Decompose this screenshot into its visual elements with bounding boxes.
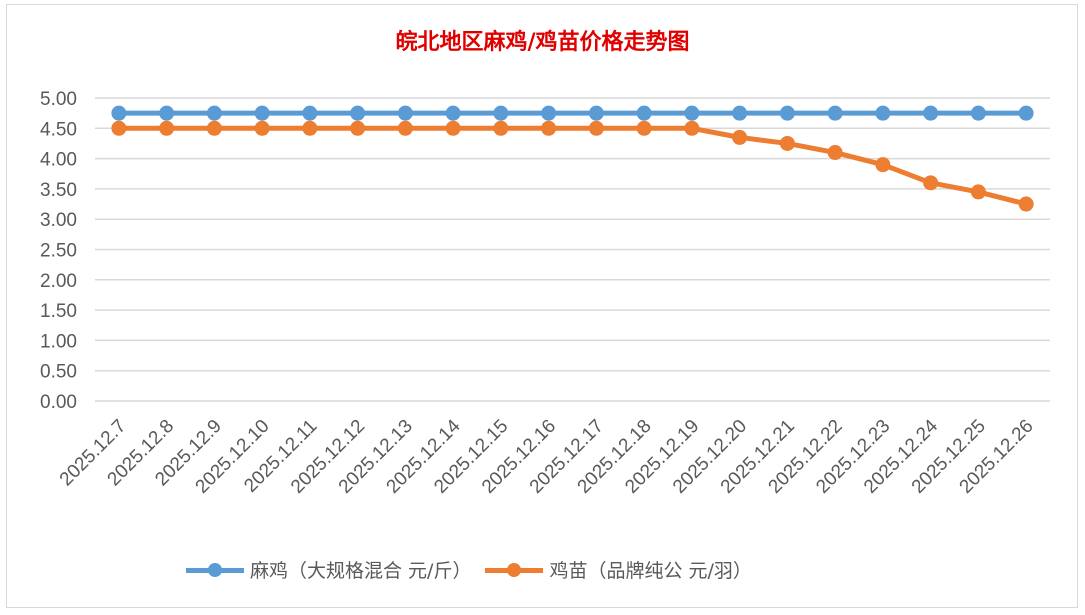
data-point-1 <box>923 175 939 191</box>
data-point-1 <box>206 120 222 136</box>
y-tick-label: 0.00 <box>40 392 77 413</box>
y-tick-label: 1.00 <box>40 331 77 352</box>
y-tick-label: 3.00 <box>40 210 77 231</box>
data-point-0 <box>493 105 509 121</box>
data-point-0 <box>779 105 795 121</box>
y-tick-label: 5.00 <box>40 89 77 110</box>
data-point-0 <box>541 105 557 121</box>
data-point-1 <box>779 135 795 151</box>
data-point-0 <box>684 105 700 121</box>
data-point-1 <box>254 120 270 136</box>
data-point-1 <box>684 120 700 136</box>
y-tick-label: 3.50 <box>40 180 77 201</box>
data-point-1 <box>875 157 891 173</box>
data-point-1 <box>350 120 366 136</box>
legend-item-1: 鸡苗（品牌纯公 元/羽） <box>485 556 752 583</box>
data-point-1 <box>636 120 652 136</box>
data-point-0 <box>636 105 652 121</box>
data-point-0 <box>397 105 413 121</box>
data-point-0 <box>588 105 604 121</box>
y-tick-label: 1.50 <box>40 301 77 322</box>
data-point-0 <box>159 105 175 121</box>
data-point-1 <box>970 184 986 200</box>
data-point-0 <box>827 105 843 121</box>
legend-swatch-1 <box>485 561 544 579</box>
data-point-0 <box>875 105 891 121</box>
legend-label-0: 麻鸡（大规格混合 元/斤） <box>250 560 472 582</box>
data-point-0 <box>445 105 461 121</box>
data-point-1 <box>827 145 843 161</box>
data-point-0 <box>111 105 127 121</box>
chart-frame <box>6 4 1078 608</box>
legend-swatch-0 <box>186 561 244 579</box>
chart-title: 皖北地区麻鸡/鸡苗价格走势图 <box>395 29 690 55</box>
y-tick-label: 4.00 <box>40 150 77 171</box>
data-point-1 <box>588 120 604 136</box>
y-tick-label: 2.00 <box>40 271 77 292</box>
data-point-0 <box>1018 105 1034 121</box>
data-point-0 <box>970 105 986 121</box>
data-point-0 <box>302 105 318 121</box>
data-point-1 <box>732 129 748 145</box>
data-point-1 <box>1018 196 1034 212</box>
data-point-1 <box>445 120 461 136</box>
series-line-1 <box>118 125 1027 207</box>
y-tick-label: 0.50 <box>40 362 77 383</box>
legend-label-1: 鸡苗（品牌纯公 元/羽） <box>549 560 752 582</box>
legend-item-0: 麻鸡（大规格混合 元/斤） <box>186 556 471 583</box>
data-point-1 <box>302 120 318 136</box>
data-point-0 <box>923 105 939 121</box>
data-point-1 <box>541 120 557 136</box>
data-point-0 <box>350 105 366 121</box>
data-point-1 <box>493 120 509 136</box>
data-point-0 <box>732 105 748 121</box>
data-point-1 <box>111 120 127 136</box>
data-point-1 <box>159 120 175 136</box>
legend: 麻鸡（大规格混合 元/斤） 鸡苗（品牌纯公 元/羽） <box>186 556 766 583</box>
data-point-0 <box>254 105 270 121</box>
data-point-0 <box>206 105 222 121</box>
y-tick-label: 2.50 <box>40 241 77 262</box>
y-tick-label: 4.50 <box>40 119 77 140</box>
data-point-1 <box>397 120 413 136</box>
